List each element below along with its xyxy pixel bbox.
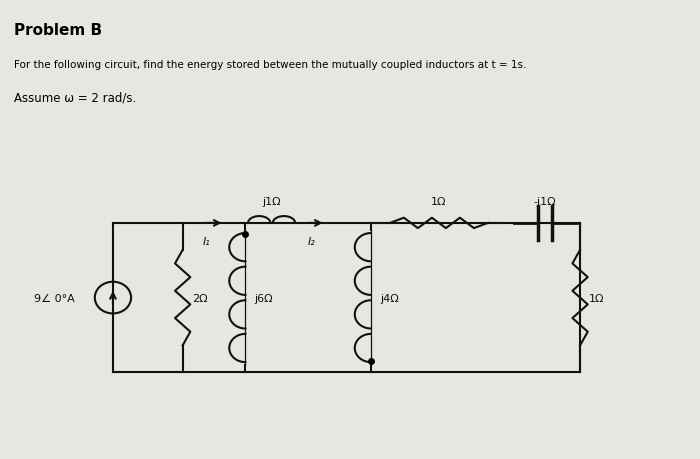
Text: Problem B: Problem B — [14, 23, 102, 38]
Text: I₂: I₂ — [308, 237, 316, 247]
Text: -j1Ω: -j1Ω — [534, 196, 556, 207]
Text: 2Ω: 2Ω — [192, 293, 207, 303]
Text: 1Ω: 1Ω — [589, 293, 605, 303]
Text: j6Ω: j6Ω — [255, 293, 273, 303]
Text: I₁: I₁ — [203, 237, 211, 247]
Text: Assume ω = 2 rad/s.: Assume ω = 2 rad/s. — [14, 92, 136, 105]
Text: 1Ω: 1Ω — [431, 196, 447, 207]
Text: 9∠ 0°A: 9∠ 0°A — [34, 293, 75, 303]
Text: For the following circuit, find the energy stored between the mutually coupled i: For the following circuit, find the ener… — [14, 60, 526, 70]
Text: j4Ω: j4Ω — [380, 293, 399, 303]
Text: j1Ω: j1Ω — [262, 196, 281, 207]
